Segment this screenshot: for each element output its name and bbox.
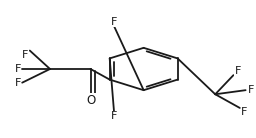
Text: F: F — [111, 111, 117, 121]
Text: F: F — [15, 78, 21, 88]
Text: F: F — [15, 64, 21, 74]
Text: O: O — [86, 94, 95, 107]
Text: F: F — [111, 17, 117, 27]
Text: F: F — [235, 66, 241, 76]
Text: F: F — [22, 50, 28, 60]
Text: F: F — [248, 85, 254, 95]
Text: F: F — [241, 107, 247, 117]
